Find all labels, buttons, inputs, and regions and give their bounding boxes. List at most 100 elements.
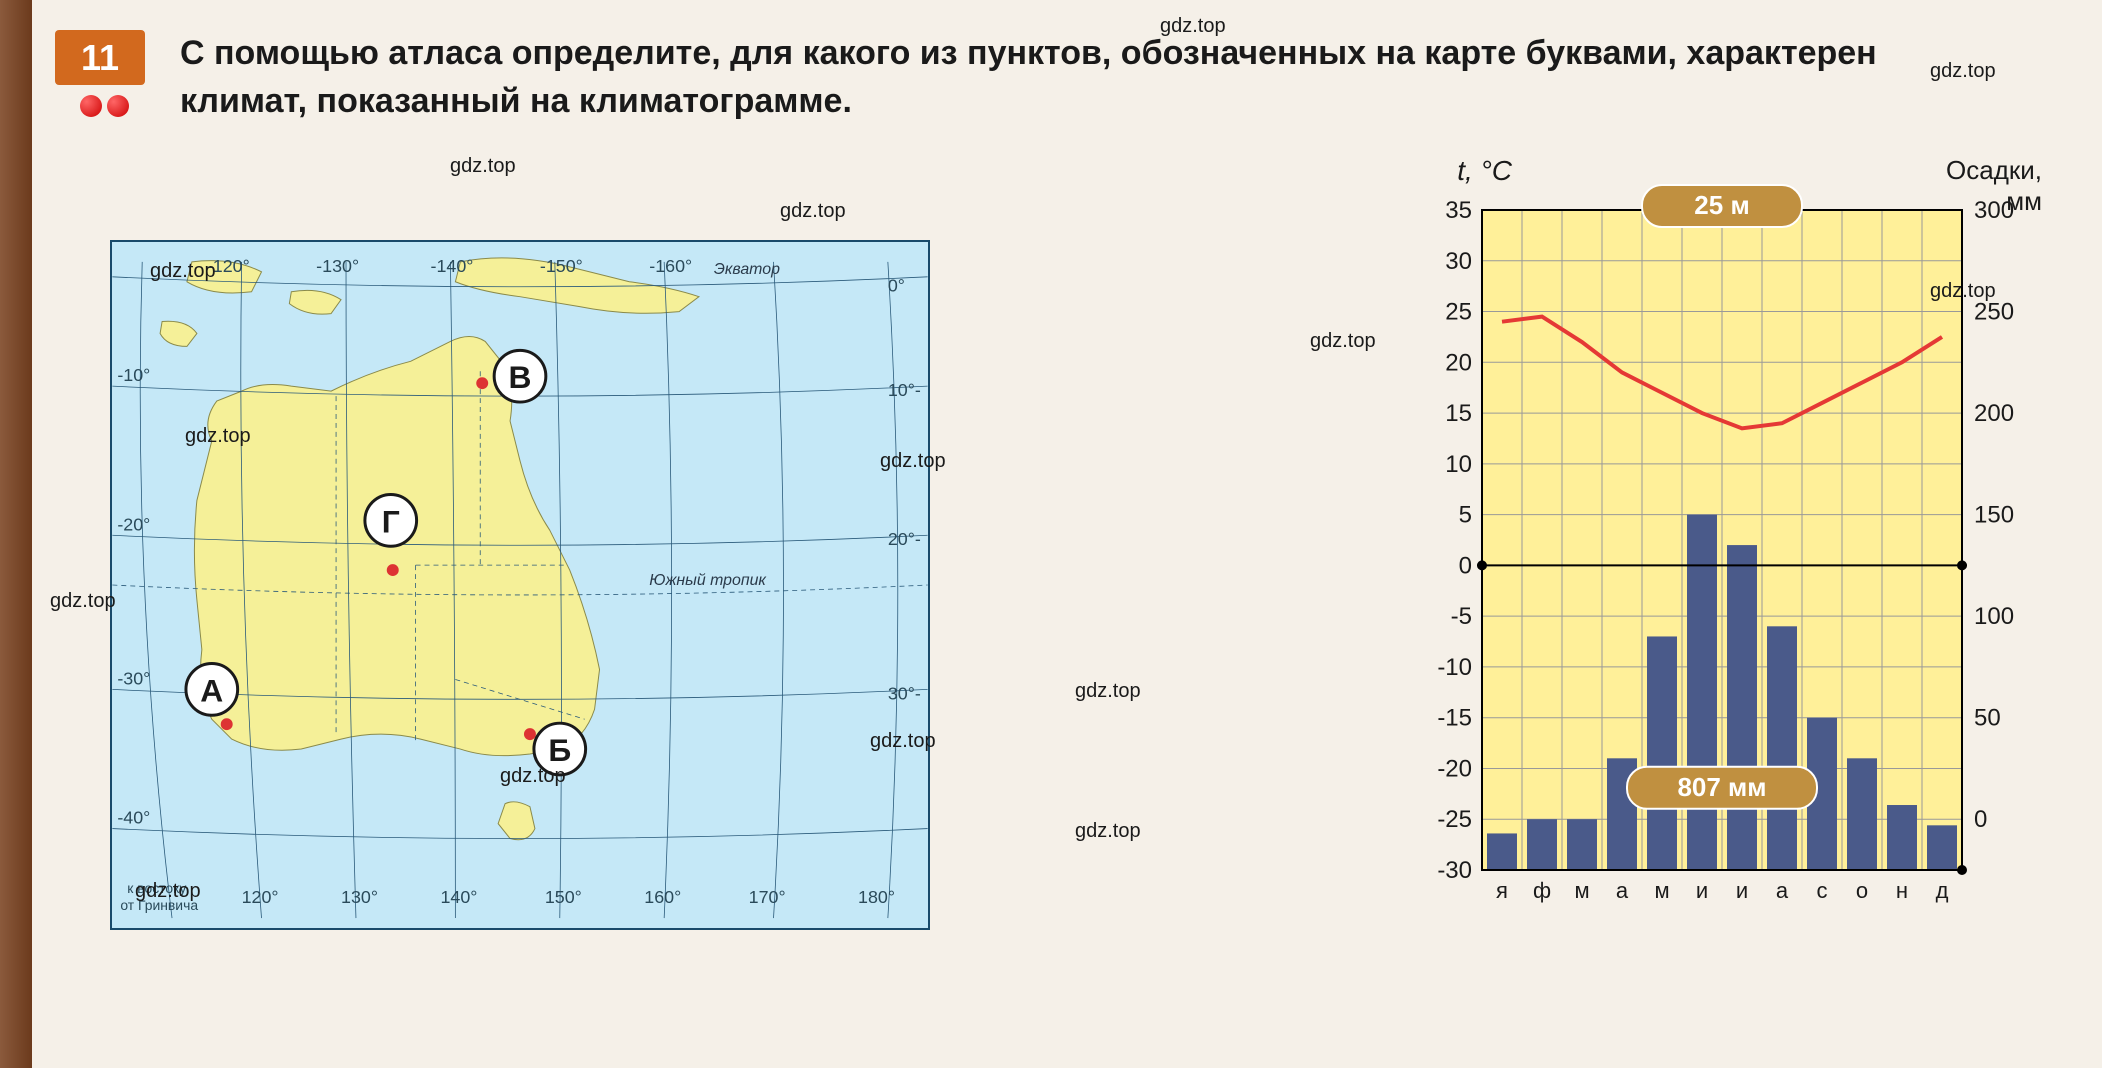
month-label: м [1574, 878, 1589, 903]
precip-bar [1727, 545, 1757, 870]
watermark: gdz.top [1310, 330, 1376, 353]
precip-bar [1767, 626, 1797, 870]
temp-tick-label: 5 [1459, 502, 1472, 529]
map-container: А Б В Г Экватор Южный тропик 0° - [110, 240, 930, 930]
difficulty-dot [80, 95, 102, 117]
temp-tick-label: 20 [1445, 349, 1472, 376]
point-B-letter: Б [548, 732, 571, 768]
lat-40-left: -40° [117, 808, 150, 828]
precip-tick-label: 150 [1974, 502, 2014, 529]
island-3 [160, 321, 197, 346]
lat-10-left: -10° [117, 365, 150, 385]
task-number-badge: 11 [55, 30, 145, 85]
month-label: с [1817, 878, 1828, 903]
temp-tick-label: -30 [1437, 857, 1472, 884]
lat-30-right: 30°- [888, 683, 921, 703]
month-label: м [1654, 878, 1669, 903]
temp-tick-label: 0 [1459, 552, 1472, 579]
lat-20-right: 20°- [888, 529, 921, 549]
point-A-letter: А [200, 672, 223, 708]
tasmania [498, 802, 535, 840]
precip-bar [1527, 819, 1557, 870]
total-precip-text: 807 мм [1677, 772, 1766, 802]
tropic-label: Южный тропик [649, 572, 767, 589]
lon-160-top: -160° [649, 256, 692, 276]
precip-tick-label: 250 [1974, 299, 2014, 326]
month-label: д [1936, 878, 1949, 903]
grinwich-label: к востоку [127, 880, 186, 896]
point-B: Б [524, 723, 586, 775]
lat-30-left: -30° [117, 668, 150, 688]
precip-bar [1647, 636, 1677, 870]
lat-0-right: 0° [888, 276, 905, 296]
precip-tick-label: 0 [1974, 806, 1987, 833]
precip-bar [1687, 515, 1717, 870]
point-G-dot [387, 564, 399, 576]
precip-bar [1847, 758, 1877, 870]
lon-180 [888, 262, 898, 918]
temp-tick-label: -25 [1437, 806, 1472, 833]
lon-180-bot: 180° [858, 887, 895, 907]
precip-tick-label: 100 [1974, 603, 2014, 630]
month-label: н [1896, 878, 1908, 903]
precip-bar [1887, 805, 1917, 870]
lon-160 [664, 262, 671, 918]
temp-tick-label: 10 [1445, 451, 1472, 478]
altitude-badge-text: 25 м [1694, 190, 1749, 220]
grinwich-label-2: от Гринвича [120, 897, 198, 913]
month-label: а [1616, 878, 1629, 903]
temp-tick-label: 25 [1445, 299, 1472, 326]
australia-map: А Б В Г Экватор Южный тропик 0° - [112, 242, 928, 928]
temp-tick-label: -10 [1437, 654, 1472, 681]
precip-tick-label: 300 [1974, 197, 2014, 224]
watermark: gdz.top [450, 155, 516, 178]
lat-20-left: -20° [117, 514, 150, 534]
watermark: gdz.top [780, 200, 846, 223]
climate-chart-container: 35302520151050-5-10-15-20-25-30300250200… [1402, 180, 2042, 950]
climate-chart: 35302520151050-5-10-15-20-25-30300250200… [1402, 180, 2042, 950]
watermark: gdz.top [1930, 60, 1996, 83]
month-label: и [1696, 878, 1708, 903]
point-A-dot [221, 718, 233, 730]
precip-bar [1567, 819, 1597, 870]
watermark: gdz.top [1075, 820, 1141, 843]
difficulty-dots [80, 95, 129, 117]
lon-130-top: -130° [316, 256, 359, 276]
lon-160-bot: 160° [644, 887, 681, 907]
lon-150-top: -150° [540, 256, 583, 276]
temp-tick-label: 30 [1445, 248, 1472, 275]
question-text: С помощью атласа определите, для какого … [180, 30, 1880, 125]
difficulty-dot [107, 95, 129, 117]
equator-label: Экватор [714, 261, 780, 278]
island-2 [289, 290, 341, 314]
temp-tick-label: -5 [1451, 603, 1472, 630]
precip-tick-label: 50 [1974, 705, 2001, 732]
lon-140-top: -140° [431, 256, 474, 276]
temp-tick-label: 15 [1445, 400, 1472, 427]
lon-120-bot: 120° [242, 887, 279, 907]
point-A: А [186, 664, 238, 731]
point-G-letter: Г [382, 503, 400, 539]
month-label: я [1496, 878, 1508, 903]
task-number: 11 [81, 37, 119, 79]
lat-10-right: 10°- [888, 380, 921, 400]
watermark: gdz.top [50, 590, 116, 613]
temp-tick-label: -15 [1437, 705, 1472, 732]
precip-bar [1927, 825, 1957, 870]
month-label: а [1776, 878, 1789, 903]
lon-130-bot: 130° [341, 887, 378, 907]
watermark: gdz.top [1075, 680, 1141, 703]
temp-tick-label: 35 [1445, 197, 1472, 224]
lon-170 [774, 262, 784, 918]
precip-tick-label: 200 [1974, 400, 2014, 427]
point-B-dot [524, 728, 536, 740]
point-V-dot [476, 377, 488, 389]
lon-170-bot: 170° [749, 887, 786, 907]
temp-tick-label: -20 [1437, 755, 1472, 782]
month-label: ф [1533, 878, 1551, 903]
precip-bar [1487, 833, 1517, 870]
month-label: о [1856, 878, 1868, 903]
lon-140-bot: 140° [440, 887, 477, 907]
left-border [0, 0, 32, 1068]
lon-150-bot: 150° [545, 887, 582, 907]
